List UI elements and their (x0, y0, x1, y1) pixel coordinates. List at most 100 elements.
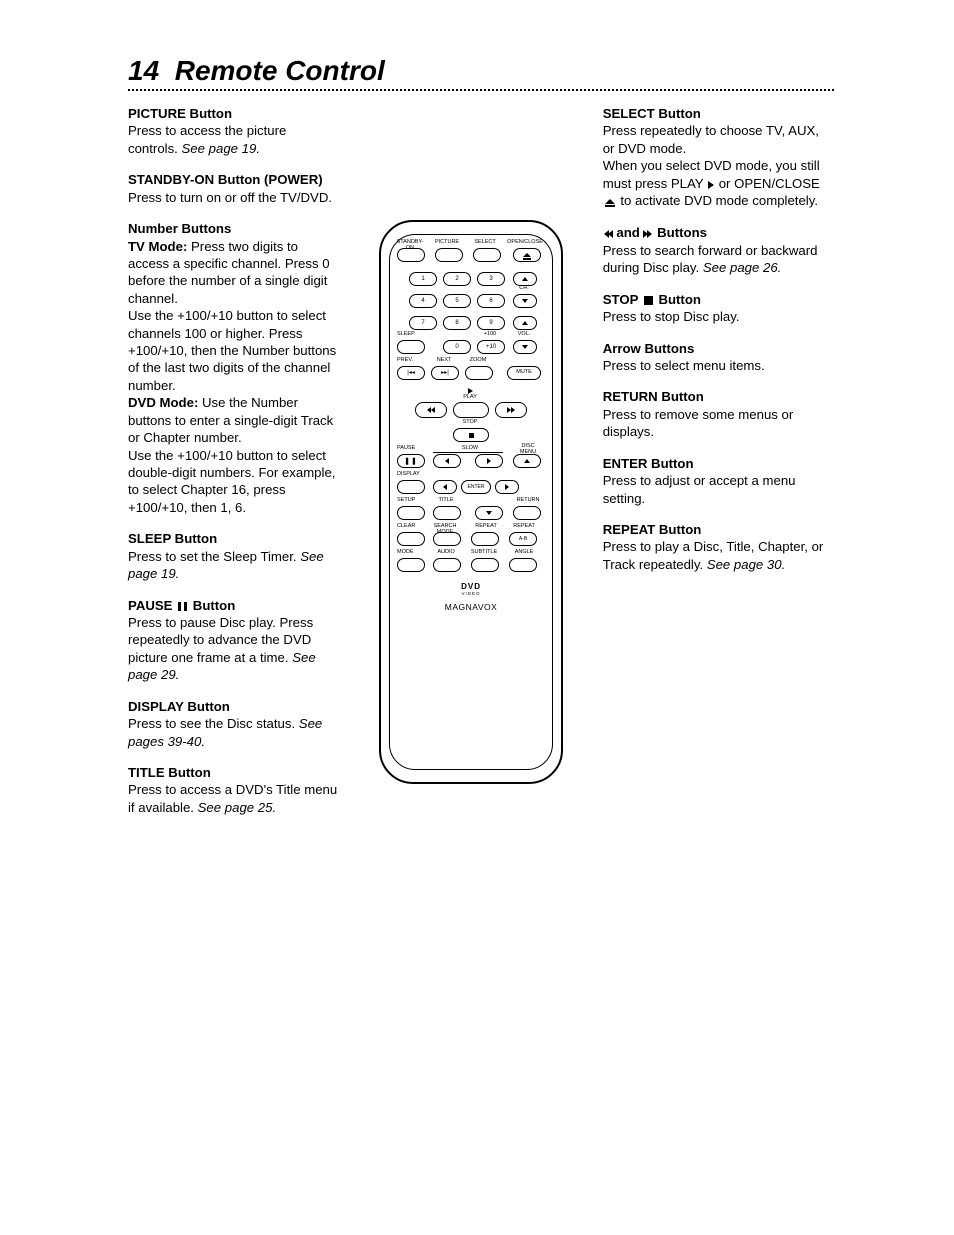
btn-subtitle (471, 558, 499, 572)
btn-slow-fwd (475, 454, 503, 468)
btn-openclose (513, 248, 541, 262)
standby-body: Press to turn on or off the TV/DVD. (128, 190, 332, 205)
btn-4: 4 (409, 294, 437, 308)
picture-section: PICTURE Button Press to access the pictu… (128, 105, 339, 157)
btn-zoom (465, 366, 493, 380)
display-body: Press to see the Disc status. (128, 716, 299, 731)
btn-display (397, 480, 425, 494)
stop-icon (469, 433, 474, 438)
select-b2-post: to activate DVD mode completely. (617, 193, 818, 208)
rewind-icon (604, 225, 612, 242)
lbl-select: SELECT (471, 240, 499, 246)
eject-icon-text (605, 199, 615, 204)
btn-ch-up (513, 272, 537, 286)
btn-return (513, 506, 541, 520)
lbl-slow: SLOW (455, 446, 485, 452)
chdown-icon (522, 299, 528, 303)
lbl-clear: CLEAR (397, 524, 423, 530)
btn-1: 1 (409, 272, 437, 286)
lbl-audio: AUDIO (433, 550, 459, 556)
btn-plus10: +10 (477, 340, 505, 354)
btn-2: 2 (443, 272, 471, 286)
arrowup-icon (524, 459, 530, 463)
standby-section: STANDBY-ON Button (POWER) Press to turn … (128, 171, 339, 206)
lbl-setup: SETUP (397, 498, 423, 504)
select-body1: Press repeatedly to choose TV, AUX, or D… (603, 122, 834, 157)
btn-9: 9 (477, 316, 505, 330)
lbl-stop: STOP (455, 420, 485, 426)
select-body2: When you select DVD mode, you still must… (603, 157, 834, 209)
search-title-post: Buttons (653, 225, 706, 240)
remote-outline: STANDBY-ON PICTURE SELECT OPEN/CLOSE 1 2… (379, 220, 563, 784)
pause-title: PAUSE Button (128, 597, 339, 614)
btn-arrow-down (475, 506, 503, 520)
btn-disc-menu (513, 454, 541, 468)
lbl-prev: PREV. (397, 358, 423, 364)
standby-title: STANDBY-ON Button (POWER) (128, 171, 339, 188)
btn-audio (433, 558, 461, 572)
arrow-section: Arrow Buttons Press to select menu items… (603, 340, 834, 375)
select-b2-mid: or OPEN/CLOSE (715, 176, 820, 191)
rew-icon2 (431, 407, 435, 413)
pause-body: Press to pause Disc play. Press repeated… (128, 615, 313, 665)
chup-icon (522, 277, 528, 281)
enter-body: Press to adjust or accept a menu setting… (603, 473, 796, 505)
lbl-zoom: ZOOM (465, 358, 491, 364)
select-title: SELECT Button (603, 105, 834, 122)
pause-section: PAUSE Button Press to pause Disc play. P… (128, 597, 339, 684)
pause-title-post: Button (189, 598, 235, 613)
btn-3: 3 (477, 272, 505, 286)
lbl-angle: ANGLE (509, 550, 539, 556)
lbl-plus100: +100 (477, 332, 503, 338)
stop-section: STOP Button Press to stop Disc play. (603, 291, 834, 326)
btn-5: 5 (443, 294, 471, 308)
stop-title: STOP Button (603, 291, 834, 308)
lbl-subtitle: SUBTITLE (467, 550, 501, 556)
btn-repeat-ab: A-B (509, 532, 537, 546)
lbl-next: NEXT (431, 358, 457, 364)
tv-body2: Use the +100/+10 button to select channe… (128, 307, 339, 394)
number-section: Number Buttons TV Mode: Press two digits… (128, 220, 339, 516)
btn-search (433, 532, 461, 546)
sleep-body: Press to set the Sleep Timer. (128, 549, 300, 564)
repeat-ref: See page 30. (707, 557, 785, 572)
arrd-icon (486, 511, 492, 515)
btn-arrow-left (433, 480, 457, 494)
stop-title-pre: STOP (603, 292, 642, 307)
picture-ref: See page 19. (182, 141, 260, 156)
title-btn-title: TITLE Button (128, 764, 339, 781)
sleep-title: SLEEP Button (128, 530, 339, 547)
btn-arrow-right (495, 480, 519, 494)
btn-clear (397, 532, 425, 546)
title-rule (128, 89, 834, 91)
btn-stop (453, 428, 489, 442)
brand: MAGNAVOX (395, 602, 547, 613)
search-section: and Buttons Press to search forward or b… (603, 224, 834, 277)
arrow-body: Press to select menu items. (603, 358, 765, 373)
sleep-section: SLEEP Button Press to set the Sleep Time… (128, 530, 339, 582)
btn-mode (397, 558, 425, 572)
number-title: Number Buttons (128, 220, 339, 237)
stop-body: Press to stop Disc play. (603, 309, 740, 324)
btn-0: 0 (443, 340, 471, 354)
lbl-mode: MODE (397, 550, 423, 556)
forward-icon (644, 225, 652, 242)
btn-title (433, 506, 461, 520)
btn-picture (435, 248, 463, 262)
btn-repeat (471, 532, 499, 546)
volup-icon (522, 321, 528, 325)
search-title: and Buttons (603, 224, 834, 242)
arrow-title: Arrow Buttons (603, 340, 834, 357)
enter-section: ENTER Button Press to adjust or accept a… (603, 455, 834, 507)
slow-line (433, 452, 503, 453)
tv-mode-label: TV Mode: (128, 239, 187, 254)
stop-icon-text (644, 296, 653, 305)
page-title-text: Remote Control (175, 55, 385, 86)
lbl-play-text: PLAY (455, 395, 485, 401)
btn-prev: |◂◂ (397, 366, 425, 380)
btn-setup (397, 506, 425, 520)
lbl-ch: CH. (513, 286, 535, 292)
slowfwd-icon (487, 458, 491, 464)
lbl-openclose: OPEN/CLOSE (507, 240, 543, 246)
btn-angle (509, 558, 537, 572)
